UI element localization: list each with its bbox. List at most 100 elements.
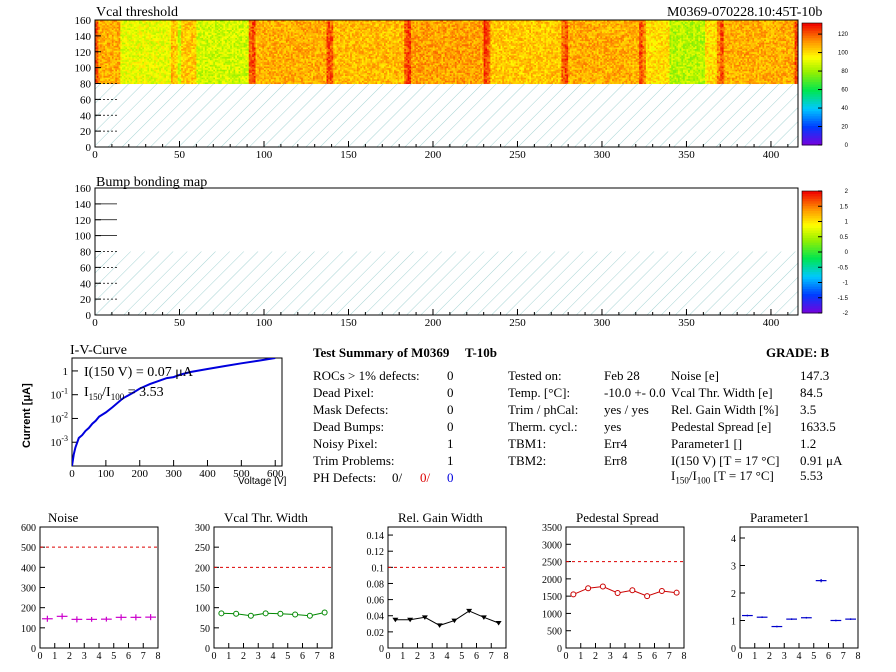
map-cell: [162, 40, 165, 43]
map-cell: [189, 31, 192, 34]
map-cell: [128, 21, 131, 24]
map-cell: [196, 64, 199, 67]
map-cell: [177, 67, 181, 70]
map-cell: [193, 29, 196, 32]
map-cell: [113, 48, 116, 51]
map-cell: [140, 61, 143, 64]
map-cell: [128, 23, 131, 26]
map-cell: [157, 35, 160, 38]
map-cell: [106, 69, 110, 72]
map-cell: [196, 70, 199, 73]
map-cell: [160, 81, 164, 85]
map-cell: [169, 31, 172, 34]
map-cell: [194, 73, 197, 77]
map-cell: [177, 48, 181, 51]
map-cell: [193, 35, 196, 38]
map-cell: [133, 78, 137, 81]
map-cell: [179, 20, 182, 23]
map-cell: [95, 48, 98, 51]
map-cell: [208, 69, 211, 72]
map-cell: [177, 64, 181, 67]
map-cell: [144, 35, 147, 38]
map-cell: [140, 72, 143, 75]
map-cell: [133, 31, 137, 34]
map-cell: [101, 70, 104, 73]
map-cell: [105, 81, 108, 85]
map-cell: [116, 64, 120, 67]
map-cell: [184, 58, 187, 61]
map-cell: [110, 51, 113, 54]
map-cell: [145, 43, 148, 46]
map-cell: [164, 78, 167, 81]
map-cell: [186, 48, 189, 51]
map-cell: [191, 73, 194, 77]
map-cell: [162, 31, 165, 34]
map-cell: [176, 69, 179, 72]
map-cell: [181, 66, 184, 69]
map-cell: [165, 51, 169, 54]
map-cell: [186, 58, 189, 61]
map-cell: [204, 45, 208, 48]
map-cell: [160, 40, 164, 43]
map-cell: [105, 40, 108, 43]
map-cell: [100, 80, 103, 83]
map-cell: [187, 20, 191, 23]
map-cell: [128, 37, 131, 40]
map-cell: [152, 31, 155, 34]
map-cell: [125, 56, 128, 59]
map-cell: [203, 62, 206, 65]
map-cell: [132, 75, 135, 78]
map-cell: [171, 54, 174, 58]
map-cell: [194, 53, 197, 56]
map-cell: [194, 40, 197, 43]
map-cell: [206, 73, 209, 77]
map-cell: [181, 61, 184, 64]
map-cell: [122, 54, 125, 58]
map-cell: [171, 72, 174, 75]
map-cell: [145, 72, 148, 75]
map-cell: [165, 67, 169, 70]
map-cell: [98, 48, 101, 51]
map-cell: [181, 29, 184, 32]
map-cell: [100, 45, 103, 48]
map-cell: [176, 54, 179, 58]
map-cell: [203, 58, 206, 61]
map-cell: [122, 29, 125, 32]
map-cell: [181, 77, 184, 80]
map-cell: [191, 45, 194, 48]
map-cell: [133, 54, 137, 58]
map-cell: [138, 73, 142, 77]
map-cell: [169, 23, 172, 26]
map-cell: [203, 67, 206, 70]
map-cell: [105, 66, 108, 69]
map-cell: [201, 80, 204, 83]
map-cell: [116, 20, 120, 23]
map-cell: [177, 80, 181, 83]
map-cell: [137, 27, 140, 31]
map-cell: [174, 77, 177, 80]
map-cell: [203, 70, 206, 73]
map-cell: [111, 35, 115, 38]
map-cell: [199, 34, 202, 37]
map-cell: [127, 31, 130, 34]
map-cell: [191, 39, 194, 42]
map-cell: [120, 66, 123, 69]
map-cell: [179, 70, 182, 73]
map-cell: [95, 42, 98, 45]
map-cell: [127, 29, 130, 32]
map-cell: [106, 59, 110, 62]
map-cell: [110, 54, 113, 58]
map-cell: [116, 24, 120, 27]
map-cell: [120, 40, 123, 43]
map-cell: [172, 58, 175, 61]
map-cell: [133, 69, 137, 72]
map-cell: [106, 20, 110, 23]
map-cell: [206, 34, 209, 37]
map-cell: [199, 73, 202, 77]
map-cell: [132, 27, 135, 31]
map-cell: [208, 21, 211, 24]
map-cell: [186, 64, 189, 67]
map-cell: [140, 34, 143, 37]
map-cell: [142, 70, 145, 73]
map-cell: [130, 59, 133, 62]
